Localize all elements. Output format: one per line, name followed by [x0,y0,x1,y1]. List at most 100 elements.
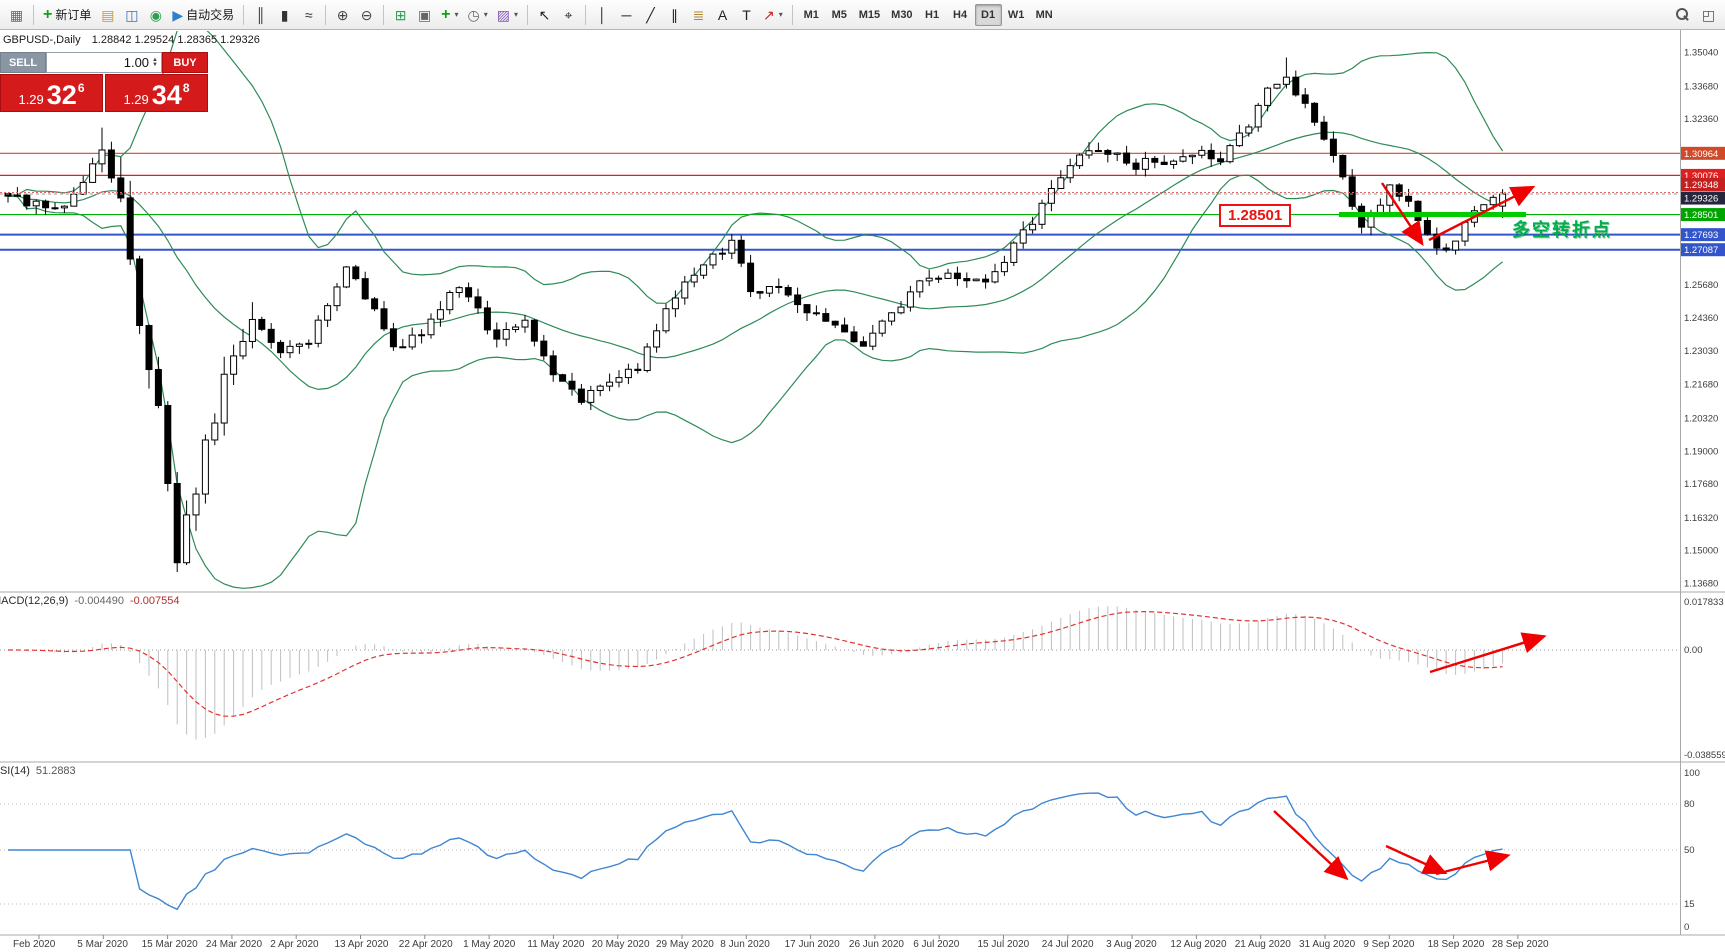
new-order-button[interactable]: + 新订单 [39,3,95,27]
turning-point-label[interactable]: 多空转折点 [1512,220,1612,240]
fibonacci-button[interactable]: ≣ [687,3,710,27]
new-chart-icon: ▦ [9,6,24,23]
sell-tab[interactable]: SELL [0,52,46,73]
auto-arrange-button[interactable]: ▣ [413,3,436,27]
red-arrow-main-0[interactable] [1380,182,1424,247]
svg-text:24 Mar 2020: 24 Mar 2020 [206,939,263,950]
crosshair-button[interactable]: ⌖ [557,3,580,27]
equidistant-channel-button[interactable]: ∥ [663,3,686,27]
cursor-button[interactable]: ↖ [533,3,556,27]
toolbar-separator [33,4,34,25]
text-icon: A [717,6,728,23]
svg-text:15: 15 [1684,899,1695,910]
svg-text:Feb 2020: Feb 2020 [13,939,56,950]
candlestick-mode-button[interactable]: ▮ [273,3,296,27]
periods-button[interactable]: ◷ ▾ [464,3,492,27]
timeframe-m15-button[interactable]: M15 [854,4,885,26]
search-icon [1675,7,1690,22]
buy-button[interactable]: 1.29 34 8 [105,74,208,112]
volume-spinner[interactable]: ▲ ▼ [152,56,158,68]
bar-chart-mode-icon: ║ [255,6,266,23]
svg-text:1.30964: 1.30964 [1684,149,1718,160]
arrows-tool-button[interactable]: ↗ ▾ [759,3,787,27]
timeframe-h1-button[interactable]: H1 [919,4,946,26]
svg-text:50: 50 [1684,845,1695,856]
data-window-button[interactable]: ◫ [120,3,143,27]
red-arrow-rsi-5[interactable] [1435,850,1511,876]
svg-text:1.20320: 1.20320 [1684,413,1718,424]
svg-text:18 Sep 2020: 18 Sep 2020 [1428,939,1485,950]
auto-arrange-icon: ▣ [418,6,432,23]
symbol-period-label: GBPUSD-,Daily [3,34,81,46]
timeframe-m1-button[interactable]: M1 [798,4,825,26]
data-window-icon: ◫ [125,6,139,23]
bid-ask-lines [0,192,1680,195]
templates-button[interactable]: ▨ ▾ [493,3,522,27]
toolbar-right: ◰ [1671,3,1720,27]
volume-value: 1.00 [123,55,150,70]
market-watch-icon: ◉ [149,6,162,23]
text-button[interactable]: A [711,3,734,27]
vertical-line-button[interactable]: │ [591,3,614,27]
buy-price-main: 34 [151,80,182,111]
macd-label: MACD(12,26,9) -0.004490 -0.007554 [0,595,180,607]
timeframe-d1-button[interactable]: D1 [974,3,1002,26]
svg-text:0.017833: 0.017833 [1684,597,1724,608]
candlestick-series [4,57,1507,573]
search-button[interactable] [1671,3,1694,27]
trend-arrows[interactable] [1273,182,1547,881]
timeframe-w1-button[interactable]: W1 [1003,4,1030,26]
red-arrow-macd-2[interactable] [1429,632,1547,674]
arrows-tool-caret-icon: ▾ [778,10,783,19]
svg-text:6 Jul 2020: 6 Jul 2020 [913,939,960,950]
line-chart-mode-button[interactable]: ≈ [297,3,320,27]
sell-price-prefix: 1.29 [18,92,44,107]
sell-button[interactable]: 1.29 32 6 [0,74,103,112]
autotrading-button[interactable]: ▶ 自动交易 [168,3,238,27]
horizontal-line-button[interactable]: ─ [615,3,638,27]
timeframe-m30-button[interactable]: M30 [886,4,917,26]
bar-chart-mode-button[interactable]: ║ [249,3,272,27]
volume-input[interactable]: 1.00 ▲ ▼ [46,52,162,73]
timeframe-m5-button[interactable]: M5 [826,4,853,26]
rsi-value: 51.2883 [35,765,76,777]
fullscreen-button[interactable]: ◰ [1697,3,1720,27]
svg-text:11 May 2020: 11 May 2020 [527,939,585,950]
zoom-out-button[interactable]: ⊖ [355,3,378,27]
trendline-button[interactable]: ╱ [639,3,662,27]
chart-profiles-button[interactable]: ▤ [96,3,119,27]
tile-windows-button[interactable]: ⊞ [389,3,412,27]
horizontal-level-lines[interactable] [0,152,1680,251]
toolbar-separator [243,4,245,25]
vertical-line-icon: │ [598,6,607,23]
red-arrow-rsi-3[interactable] [1273,810,1349,881]
red-arrow-main-1[interactable] [1428,185,1536,242]
zoom-in-button[interactable]: ⊕ [331,3,354,27]
support-price-annotation[interactable]: 1.28501 [1219,204,1292,227]
toolbar-separator [791,4,793,25]
svg-text:1.17680: 1.17680 [1684,479,1718,490]
zoom-in-icon: ⊕ [336,6,349,23]
autotrading-icon: ▶ [172,6,184,23]
svg-text:1.23030: 1.23030 [1684,346,1718,357]
red-arrow-rsi-4[interactable] [1385,844,1448,874]
new-chart-button[interactable]: ▦ [5,3,28,27]
svg-text:31 Aug 2020: 31 Aug 2020 [1299,939,1356,950]
macd-panel [0,606,1680,740]
chart-title: GBPUSD-,Daily 1.28842 1.29524 1.28365 1.… [3,34,260,46]
buy-price-sup: 8 [182,81,190,95]
timeframe-h4-button[interactable]: H4 [947,4,974,26]
text-label-button[interactable]: T [735,3,758,27]
tile-windows-icon: ⊞ [394,6,407,23]
svg-text:0: 0 [1684,922,1689,933]
toolbar-separator [585,4,586,25]
indicators-list-button[interactable]: + ▾ [437,3,462,27]
svg-text:-0.038559: -0.038559 [1684,750,1725,761]
buy-tab[interactable]: BUY [162,52,208,73]
svg-text:29 May 2020: 29 May 2020 [656,939,714,950]
market-watch-button[interactable]: ◉ [144,3,167,27]
timeframe-mn-button[interactable]: MN [1031,4,1058,26]
